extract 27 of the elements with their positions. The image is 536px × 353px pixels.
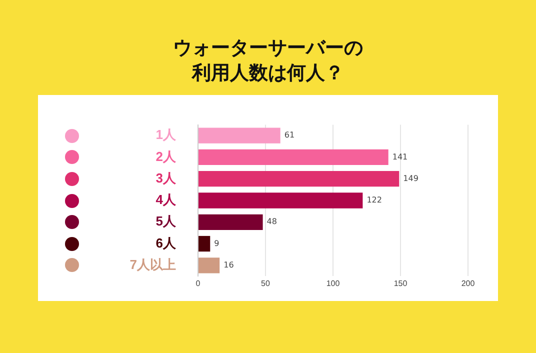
bar bbox=[198, 236, 210, 252]
data-label: 16 bbox=[224, 260, 234, 270]
bar bbox=[198, 214, 263, 230]
y-tick-label: 5人 bbox=[156, 214, 177, 229]
bar bbox=[198, 192, 363, 208]
y-tick-label: 6人 bbox=[156, 235, 177, 250]
y-tick-label: 7人以上 bbox=[130, 256, 176, 272]
x-tick-label: 150 bbox=[394, 279, 408, 288]
data-label: 141 bbox=[392, 152, 408, 162]
y-tick-label: 4人 bbox=[156, 192, 177, 208]
data-label: 48 bbox=[266, 217, 277, 226]
y-tick-label: 2人 bbox=[156, 148, 177, 164]
data-label: 149 bbox=[403, 174, 418, 183]
x-tick-label: 50 bbox=[261, 279, 270, 288]
data-label: 61 bbox=[284, 130, 295, 140]
y-tick-label: 3人 bbox=[156, 170, 177, 186]
x-tick-label: 200 bbox=[461, 279, 476, 288]
x-tick-label: 0 bbox=[196, 279, 201, 288]
data-label: 122 bbox=[366, 196, 382, 205]
chart-title: ウォーターサーバーの利用人数は何人？ bbox=[172, 36, 364, 86]
y-tick-label: 1人 bbox=[156, 127, 177, 142]
bar bbox=[198, 128, 280, 144]
bar bbox=[198, 258, 220, 274]
data-label: 9 bbox=[214, 238, 220, 248]
bar bbox=[198, 171, 400, 187]
x-tick-label: 100 bbox=[326, 279, 340, 288]
bar bbox=[198, 149, 388, 166]
